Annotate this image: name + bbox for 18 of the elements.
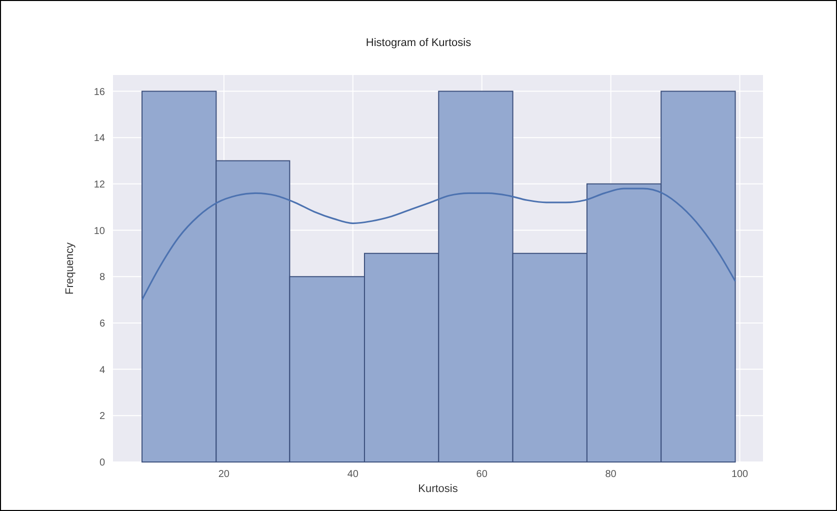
y-tick-label: 6 [99,318,106,330]
x-axis-title: Kurtosis [418,483,458,495]
x-tick-label: 20 [218,469,230,480]
x-tick-label: 60 [476,469,488,480]
chart-title: Histogram of Kurtosis [364,37,472,49]
y-tick-label: 14 [94,133,106,144]
x-tick-label: 80 [605,469,617,480]
y-tick-label: 8 [99,272,106,284]
y-tick-label: 10 [94,226,106,237]
y-tick-label: 2 [99,411,106,422]
y-tick-label: 4 [99,364,106,376]
y-tick-label: 12 [94,179,106,190]
y-tick-label: 0 [99,458,106,469]
y-tick-label: 16 [94,86,106,98]
x-tick-label: 40 [347,469,359,480]
y-axis-title: Frequency [64,242,76,294]
x-tick-label: 100 [731,469,749,480]
line-series [141,188,736,301]
